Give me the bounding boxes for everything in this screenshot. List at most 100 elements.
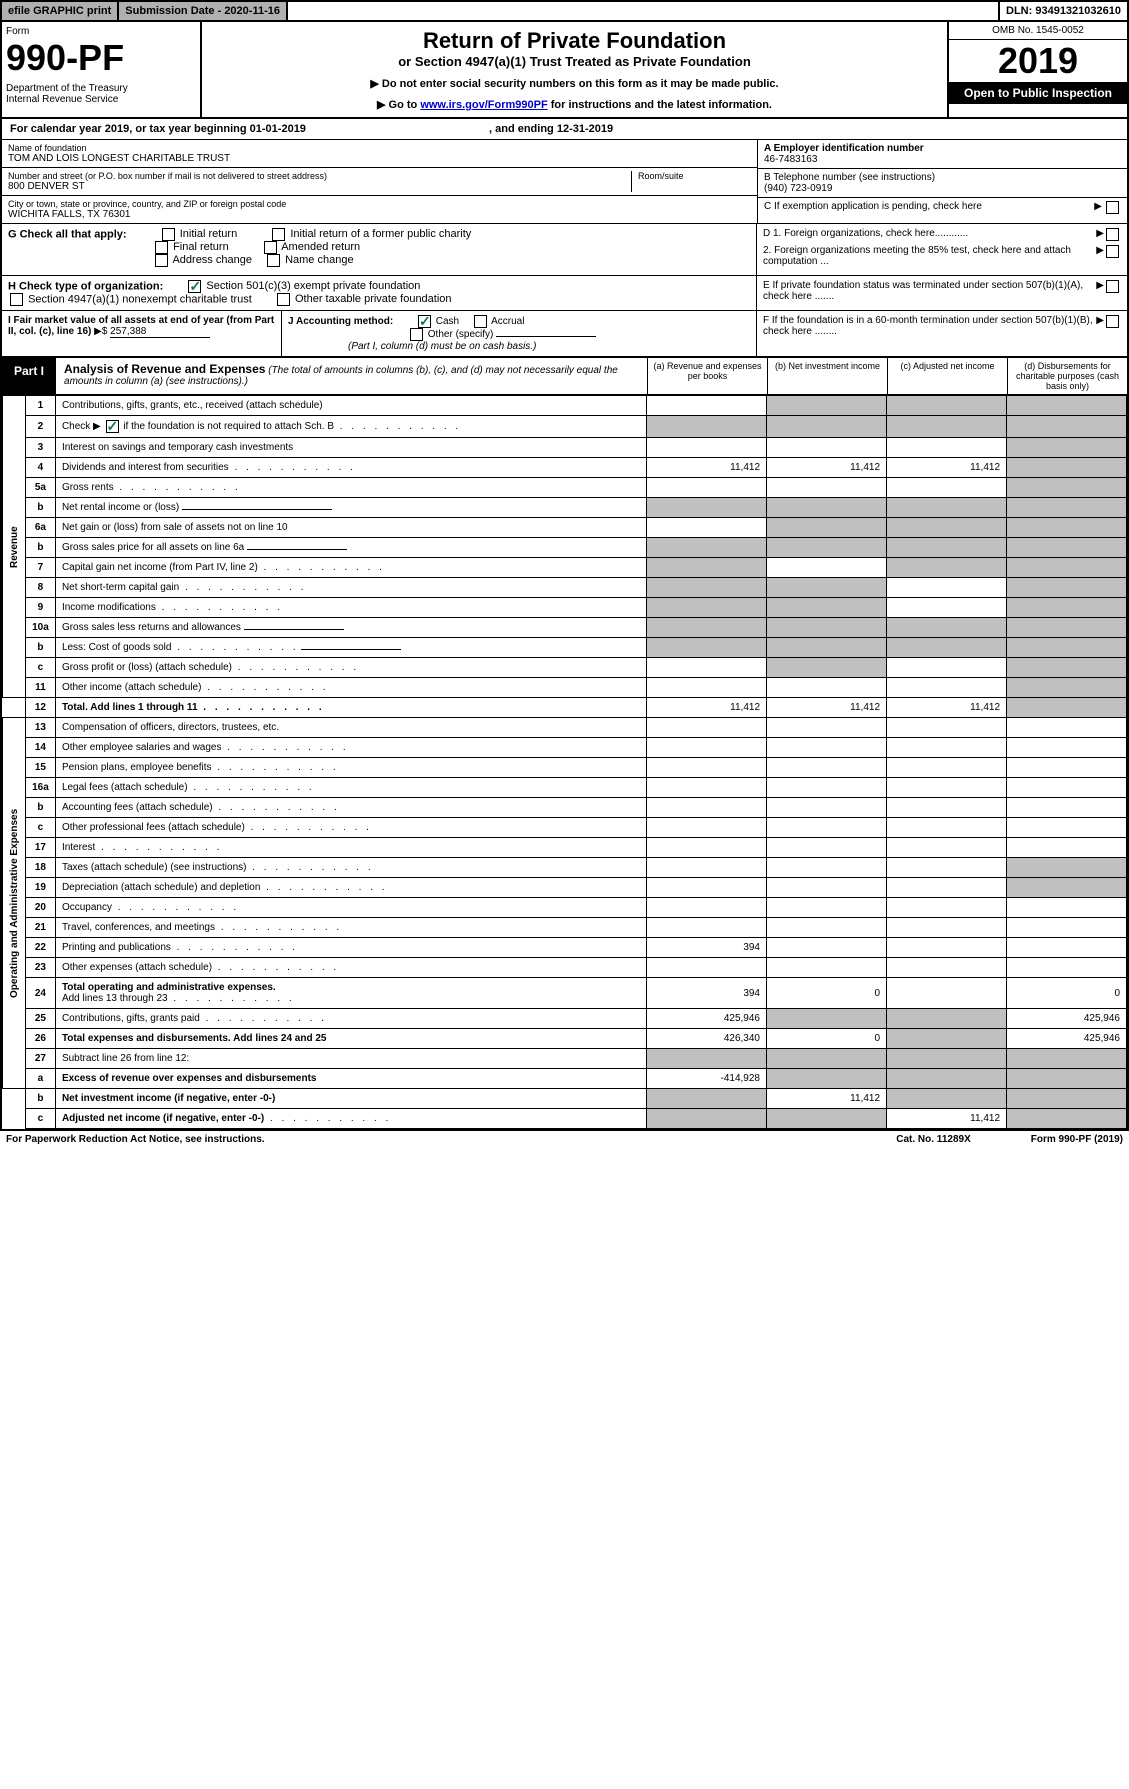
table-row: bAccounting fees (attach schedule) — [3, 798, 1127, 818]
table-row: 27Subtract line 26 from line 12: — [3, 1049, 1127, 1069]
form-container: efile GRAPHIC print Submission Date - 20… — [0, 0, 1129, 1131]
amended-return-cb[interactable] — [264, 241, 277, 254]
address-cell: Number and street (or P.O. box number if… — [2, 168, 757, 196]
table-row: 6aNet gain or (loss) from sale of assets… — [3, 518, 1127, 538]
table-row: cGross profit or (loss) (attach schedule… — [3, 658, 1127, 678]
part1-desc: Analysis of Revenue and Expenses (The to… — [56, 358, 647, 394]
table-row: 10aGross sales less returns and allowanc… — [3, 618, 1127, 638]
section-g-d: G Check all that apply: Initial return I… — [2, 224, 1127, 276]
table-row: 7Capital gain net income (from Part IV, … — [3, 558, 1127, 578]
footer: For Paperwork Reduction Act Notice, see … — [0, 1131, 1129, 1148]
4947-cb[interactable] — [10, 293, 23, 306]
omb-number: OMB No. 1545-0052 — [949, 22, 1127, 40]
table-row: 23Other expenses (attach schedule) — [3, 958, 1127, 978]
main-title: Return of Private Foundation — [208, 28, 941, 54]
section-g: G Check all that apply: Initial return I… — [2, 224, 757, 275]
title-column: Return of Private Foundation or Section … — [202, 22, 947, 117]
instruction-1: ▶ Do not enter social security numbers o… — [208, 77, 941, 90]
col-d-header: (d) Disbursements for charitable purpose… — [1007, 358, 1127, 394]
cash-cb[interactable] — [418, 315, 431, 328]
table-row: 5aGross rents — [3, 478, 1127, 498]
other-method-cb[interactable] — [410, 328, 423, 341]
form-label: Form — [6, 26, 196, 37]
form-number: 990-PF — [6, 37, 196, 79]
table-row: bNet investment income (if negative, ent… — [3, 1089, 1127, 1109]
tax-year: 2019 — [949, 40, 1127, 82]
60month-cb[interactable] — [1106, 315, 1119, 328]
year-column: OMB No. 1545-0052 2019 Open to Public In… — [947, 22, 1127, 117]
section-h-e: H Check type of organization: Section 50… — [2, 276, 1127, 311]
name-change-cb[interactable] — [267, 254, 280, 267]
table-row: 21Travel, conferences, and meetings — [3, 918, 1127, 938]
initial-return-cb[interactable] — [162, 228, 175, 241]
initial-former-cb[interactable] — [272, 228, 285, 241]
table-row: 22Printing and publications394 — [3, 938, 1127, 958]
table-row: 15Pension plans, employee benefits — [3, 758, 1127, 778]
top-bar: efile GRAPHIC print Submission Date - 20… — [2, 2, 1127, 22]
section-d: D 1. Foreign organizations, check here..… — [757, 224, 1127, 275]
submission-date: Submission Date - 2020-11-16 — [119, 2, 288, 20]
efile-button[interactable]: efile GRAPHIC print — [2, 2, 119, 20]
table-row: 24Total operating and administrative exp… — [3, 978, 1127, 1009]
table-row: 9Income modifications — [3, 598, 1127, 618]
schb-cb[interactable] — [106, 420, 119, 433]
table-row: 17Interest — [3, 838, 1127, 858]
open-public-badge: Open to Public Inspection — [949, 82, 1127, 104]
irs-link[interactable]: www.irs.gov/Form990PF — [420, 99, 547, 111]
table-row: 8Net short-term capital gain — [3, 578, 1127, 598]
ein-cell: A Employer identification number 46-7483… — [758, 140, 1127, 169]
foundation-name-cell: Name of foundation TOM AND LOIS LONGEST … — [2, 140, 757, 168]
table-row: cAdjusted net income (if negative, enter… — [3, 1109, 1127, 1129]
section-j: J Accounting method: Cash Accrual Other … — [282, 311, 757, 356]
expenses-label: Operating and Administrative Expenses — [3, 718, 26, 1089]
section-f: F If the foundation is in a 60-month ter… — [757, 311, 1127, 356]
section-i-j-f: I Fair market value of all assets at end… — [2, 311, 1127, 358]
part1-label: Part I — [2, 358, 56, 394]
exemption-pending-cell: C If exemption application is pending, c… — [758, 198, 1127, 215]
table-row: 12Total. Add lines 1 through 1111,41211,… — [3, 698, 1127, 718]
exemption-checkbox[interactable] — [1106, 201, 1119, 214]
part1-table: Revenue 1Contributions, gifts, grants, e… — [2, 395, 1127, 1129]
final-return-cb[interactable] — [155, 241, 168, 254]
phone-cell: B Telephone number (see instructions) (9… — [758, 169, 1127, 198]
foreign-org-cb[interactable] — [1106, 228, 1119, 241]
address-change-cb[interactable] — [155, 254, 168, 267]
part1-header: Part I Analysis of Revenue and Expenses … — [2, 358, 1127, 395]
form-id-column: Form 990-PF Department of the Treasury I… — [2, 22, 202, 117]
entity-info: Name of foundation TOM AND LOIS LONGEST … — [2, 140, 1127, 224]
table-row: 14Other employee salaries and wages — [3, 738, 1127, 758]
dln-number: DLN: 93491321032610 — [998, 2, 1127, 20]
revenue-label: Revenue — [3, 396, 26, 698]
table-row: 3Interest on savings and temporary cash … — [3, 438, 1127, 458]
department-text: Department of the Treasury Internal Reve… — [6, 83, 196, 105]
form-header: Form 990-PF Department of the Treasury I… — [2, 22, 1127, 119]
other-taxable-cb[interactable] — [277, 293, 290, 306]
501c3-cb[interactable] — [188, 280, 201, 293]
table-row: 19Depreciation (attach schedule) and dep… — [3, 878, 1127, 898]
section-h: H Check type of organization: Section 50… — [2, 276, 757, 310]
table-row: 2Check ▶ if the foundation is not requir… — [3, 416, 1127, 438]
table-row: 16aLegal fees (attach schedule) — [3, 778, 1127, 798]
table-row: bGross sales price for all assets on lin… — [3, 538, 1127, 558]
calendar-year-row: For calendar year 2019, or tax year begi… — [2, 119, 1127, 140]
section-e: E If private foundation status was termi… — [757, 276, 1127, 310]
table-row: 25Contributions, gifts, grants paid425,9… — [3, 1009, 1127, 1029]
city-cell: City or town, state or province, country… — [2, 196, 757, 223]
table-row: aExcess of revenue over expenses and dis… — [3, 1069, 1127, 1089]
accrual-cb[interactable] — [474, 315, 487, 328]
table-row: bNet rental income or (loss) — [3, 498, 1127, 518]
table-row: bLess: Cost of goods sold — [3, 638, 1127, 658]
col-a-header: (a) Revenue and expenses per books — [647, 358, 767, 394]
table-row: Revenue 1Contributions, gifts, grants, e… — [3, 396, 1127, 416]
terminated-cb[interactable] — [1106, 280, 1119, 293]
foreign-85-cb[interactable] — [1106, 245, 1119, 258]
table-row: cOther professional fees (attach schedul… — [3, 818, 1127, 838]
subtitle: or Section 4947(a)(1) Trust Treated as P… — [208, 54, 941, 69]
col-b-header: (b) Net investment income — [767, 358, 887, 394]
instruction-2: ▶ Go to www.irs.gov/Form990PF for instru… — [208, 98, 941, 111]
table-row: 11Other income (attach schedule) — [3, 678, 1127, 698]
paperwork-notice: For Paperwork Reduction Act Notice, see … — [6, 1134, 265, 1145]
table-row: Operating and Administrative Expenses 13… — [3, 718, 1127, 738]
col-c-header: (c) Adjusted net income — [887, 358, 1007, 394]
form-footer: Form 990-PF (2019) — [1031, 1134, 1123, 1145]
